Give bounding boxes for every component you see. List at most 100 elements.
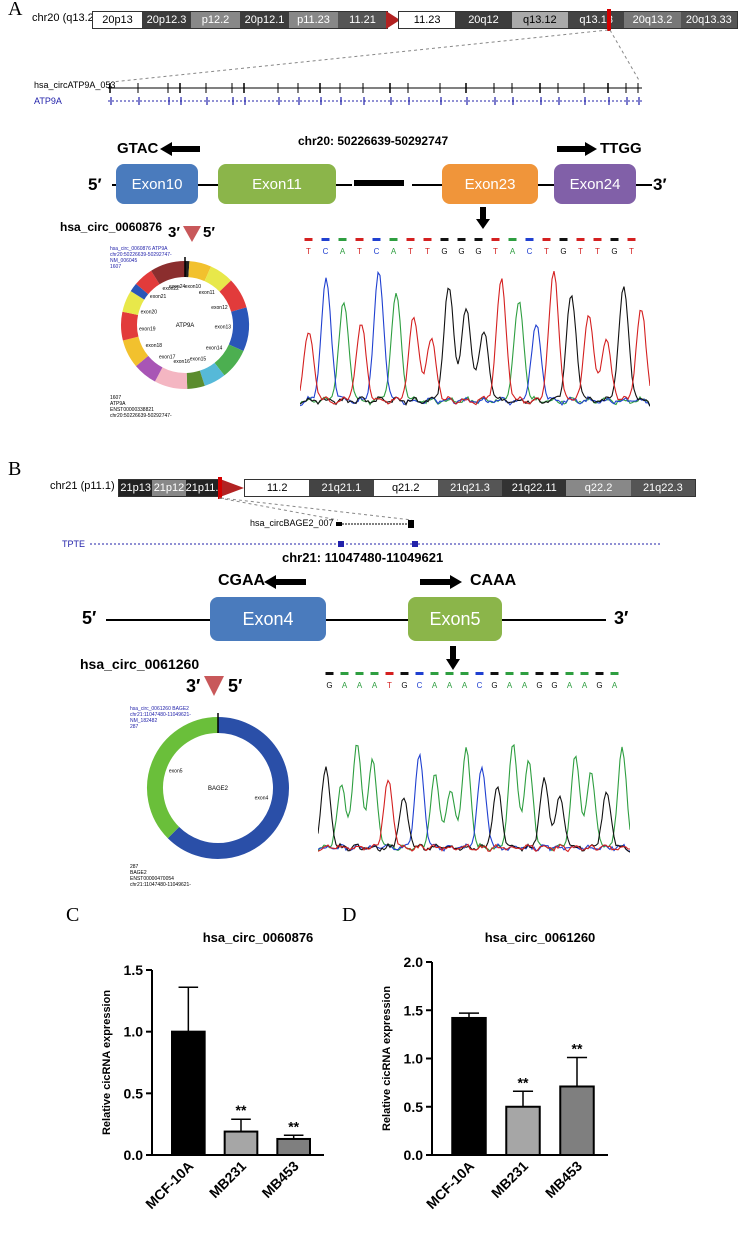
exon-label: exon14: [206, 345, 223, 351]
circ-name-b: hsa_circ_0061260: [80, 656, 200, 672]
chromosome-label-b: chr21 (p11.1): [50, 480, 115, 492]
ideogram-band: 21p12: [152, 480, 186, 496]
base-letter: T: [578, 247, 583, 256]
quality-bar: [593, 238, 602, 241]
base-letter: A: [342, 681, 348, 690]
base-letter: T: [408, 247, 413, 256]
quality-bar: [559, 238, 568, 241]
quality-bar: [550, 672, 559, 675]
quality-bar: [325, 672, 334, 675]
quality-bar: [610, 238, 619, 241]
base-letter: T: [306, 247, 311, 256]
quality-bar: [338, 238, 347, 241]
chromatogram-b: [318, 743, 630, 853]
exon10-box: Exon10: [116, 164, 198, 204]
arrow-right-a: [557, 142, 597, 156]
x-tick-label: MB453: [259, 1158, 302, 1201]
x-tick-label: MCF-10A: [142, 1158, 196, 1212]
quality-bar: [385, 672, 394, 675]
left-seq-b: CGAA: [218, 572, 266, 589]
base-letter: G: [551, 681, 557, 690]
base-letter: A: [447, 681, 453, 690]
base-letter: A: [391, 247, 397, 256]
gene-track-b: [90, 541, 660, 547]
trace-G: [300, 286, 650, 407]
ring-segment: [122, 291, 145, 316]
base-letter: A: [462, 681, 468, 690]
quality-bar: [595, 672, 604, 675]
y-tick-label: 1.5: [404, 1002, 424, 1018]
ring-segment: [122, 336, 149, 367]
bar: [223, 1130, 259, 1156]
base-letter: T: [387, 681, 392, 690]
bar: [559, 1085, 595, 1156]
ring-segment: [147, 717, 219, 839]
junction-triangle-b: [204, 676, 224, 696]
base-letter: G: [441, 247, 447, 256]
circrna-ring-b: exon5 exon4 BAGE2: [147, 713, 289, 859]
circle-info-top-a: hsa_circ_0060876 ATP9A chr20:50226639-502…: [110, 246, 172, 270]
ideogram-band: 11.23: [399, 12, 456, 28]
base-letter: A: [612, 681, 618, 690]
base-letter: T: [493, 247, 498, 256]
quality-bar: [610, 672, 619, 675]
ideogram-band: 11.2: [245, 480, 310, 496]
exon5-box: Exon5: [408, 597, 502, 641]
arrow-left-b: [264, 575, 306, 589]
base-letter: G: [596, 681, 602, 690]
y-tick-label: 1.0: [124, 1024, 144, 1040]
y-tick-label: 0.0: [404, 1147, 424, 1163]
ideogram-band: p12.2: [191, 12, 240, 28]
ideogram-band: 21q21.1: [309, 480, 374, 496]
ideogram-band: 21q22.3: [630, 480, 695, 496]
quality-bar: [304, 238, 313, 241]
trace-C: [318, 752, 630, 852]
base-letter: C: [374, 247, 380, 256]
base-letter: G: [401, 681, 407, 690]
quality-bar: [535, 672, 544, 675]
exon-label: exon22: [163, 286, 180, 292]
zoom-lines-a: [111, 29, 641, 83]
ring-segment: [228, 307, 249, 352]
y-tick-label: 0.0: [124, 1147, 144, 1163]
quality-bar: [491, 238, 500, 241]
exon-label: exon10: [185, 284, 202, 290]
quality-bar: [542, 238, 551, 241]
trace-G: [318, 766, 630, 853]
circle-info-top-b: hsa_circ_0061260 BAGE2 chr21:11047480-110…: [130, 706, 191, 730]
chromatogram-a: [300, 270, 650, 407]
panel-c-letter: C: [66, 904, 80, 926]
bar: [276, 1137, 311, 1156]
x-tick-label: MB231: [206, 1158, 249, 1201]
base-letter: A: [567, 681, 573, 690]
junction-triangle-a: [183, 226, 201, 242]
base-letter: G: [560, 247, 566, 256]
base-letter: G: [491, 681, 497, 690]
left-seq-a: GTAC: [117, 140, 159, 157]
exon-label: exon19: [139, 326, 156, 332]
ideogram-band: 20p13: [93, 12, 142, 28]
ideogram-band: 21q22.11: [502, 480, 567, 496]
exon24-box: Exon24: [554, 164, 636, 204]
exon-label: exon20: [141, 309, 158, 315]
base-letter: A: [510, 247, 516, 256]
ideogram-band: q13.12: [511, 12, 568, 28]
gap-bar-a: [354, 180, 404, 186]
bar: [451, 1016, 487, 1156]
trace-T: [318, 779, 630, 853]
exon-label: exon17: [159, 355, 176, 361]
base-letter: A: [372, 681, 378, 690]
y-tick-label: 2.0: [404, 954, 424, 970]
five-prime-a: 5′: [88, 175, 102, 194]
base-letter: T: [544, 247, 549, 256]
quality-bar: [355, 672, 364, 675]
ideogram-band: 20q13.33: [680, 12, 737, 28]
quality-bar: [440, 238, 449, 241]
significance-mark: **: [288, 1118, 299, 1134]
down-arrow-b: [446, 646, 460, 670]
centromere-b: [220, 479, 244, 497]
ring-segment: [204, 266, 232, 292]
quality-bar: [475, 672, 484, 675]
right-seq-a: TTGG: [600, 140, 642, 157]
